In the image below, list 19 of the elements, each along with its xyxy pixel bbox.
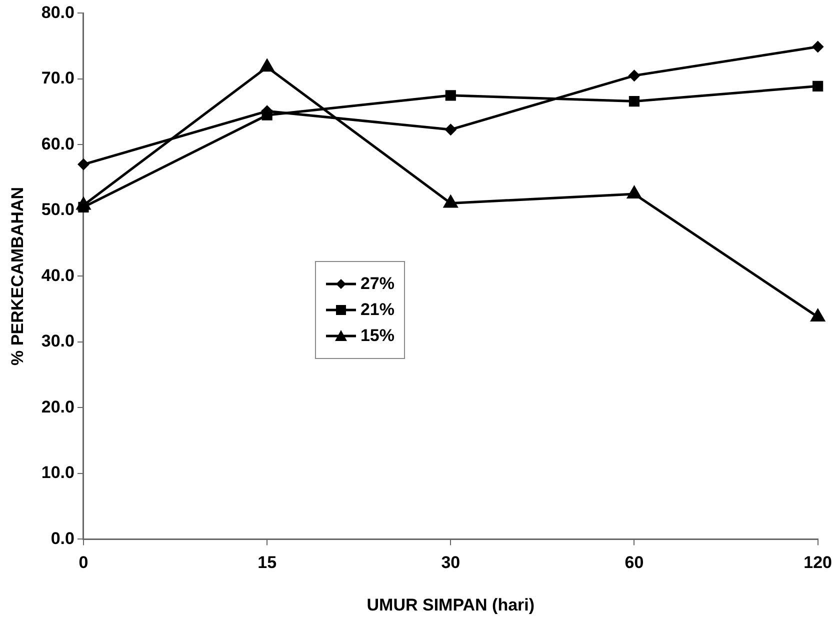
y-tick-label: 0.0 — [50, 528, 74, 548]
y-tick-label: 80.0 — [41, 2, 74, 22]
x-tick-label: 30 — [441, 553, 460, 572]
y-tick-label: 40.0 — [41, 266, 74, 285]
legend-label: 21% — [360, 300, 394, 320]
legend-label: 15% — [360, 326, 394, 346]
y-tick-label: 30.0 — [41, 332, 74, 351]
y-axis-title: % PERKECAMBAHAN — [8, 186, 27, 366]
x-tick-label: 120 — [804, 553, 832, 572]
y-tick-label: 10.0 — [41, 463, 74, 482]
x-tick-label: 60 — [624, 553, 644, 572]
y-tick-label: 20.0 — [41, 397, 74, 416]
x-tick-label: 0 — [78, 553, 88, 572]
x-tick-label: 15 — [258, 553, 277, 572]
y-tick-label: 70.0 — [41, 68, 74, 88]
y-tick-label: 50.0 — [41, 200, 74, 220]
legend-label: 27% — [360, 274, 394, 294]
x-axis-title: UMUR SIMPAN (hari) — [366, 595, 535, 614]
y-tick-label: 60.0 — [41, 134, 74, 154]
